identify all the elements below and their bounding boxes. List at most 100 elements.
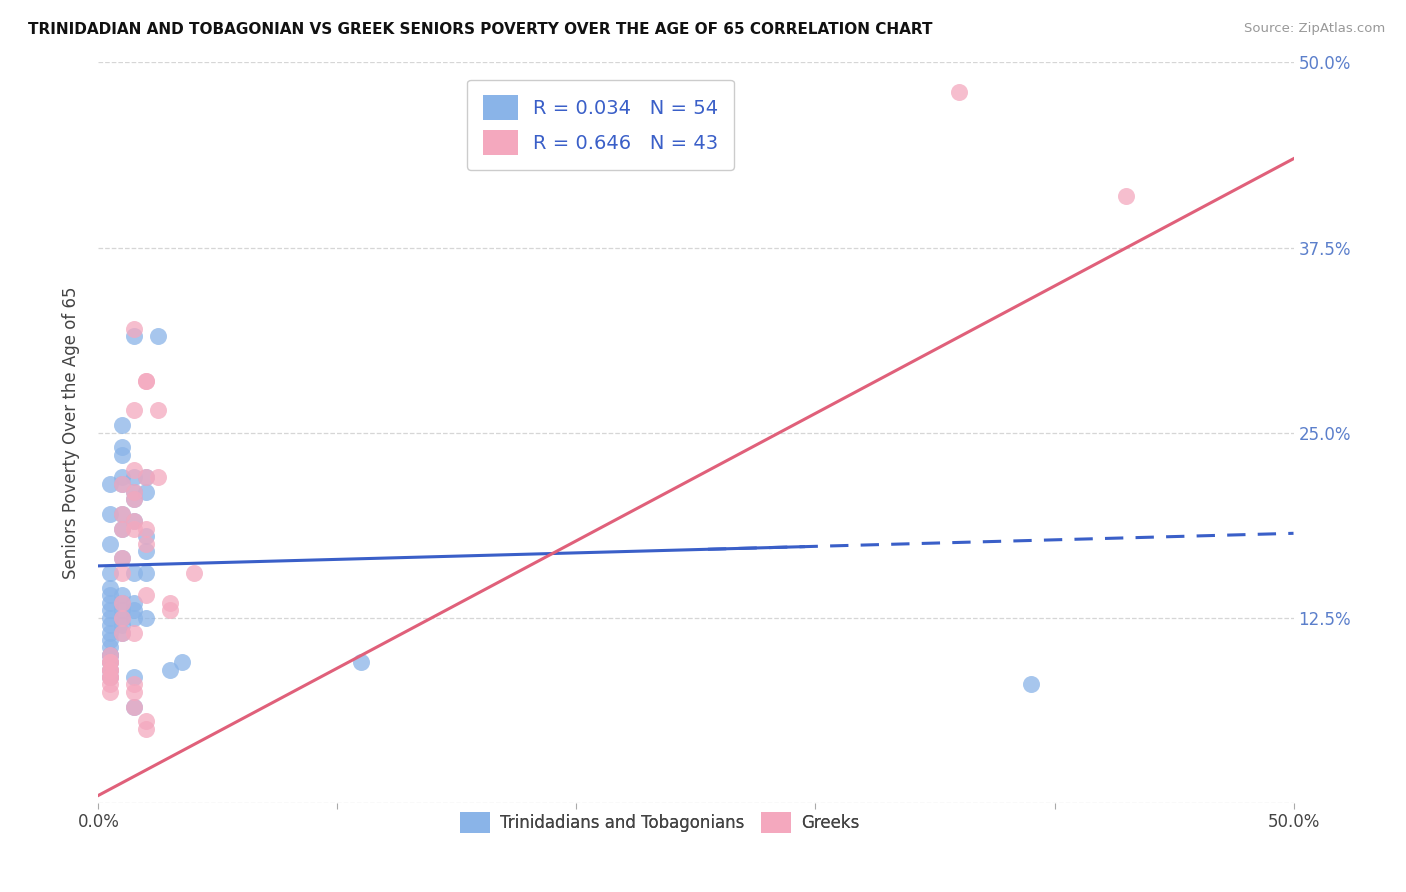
Point (111, 551, 134, 566)
Point (124, 603, 146, 617)
Point (1115, 188, 1137, 202)
Point (159, 663, 181, 677)
Point (98, 655, 122, 669)
Point (172, 655, 194, 669)
Point (98, 603, 122, 617)
Point (124, 670, 146, 684)
Point (111, 566, 134, 581)
Legend: Trinidadians and Tobagonians, Greeks: Trinidadians and Tobagonians, Greeks (447, 798, 873, 847)
Point (98, 640, 122, 655)
Point (98, 670, 122, 684)
Point (98, 663, 122, 677)
Point (135, 470, 157, 484)
Point (124, 610, 146, 624)
Point (135, 470, 157, 484)
Point (111, 625, 134, 640)
Point (111, 596, 134, 610)
Point (124, 699, 146, 714)
Point (135, 529, 157, 543)
Text: TRINIDADIAN AND TOBAGONIAN VS GREEK SENIORS POVERTY OVER THE AGE OF 65 CORRELATI: TRINIDADIAN AND TOBAGONIAN VS GREEK SENI… (28, 22, 932, 37)
Point (98, 648, 122, 662)
Point (111, 618, 134, 632)
Point (135, 522, 157, 536)
Point (98, 477, 122, 491)
Point (124, 462, 146, 476)
Point (124, 685, 146, 699)
Point (111, 441, 134, 455)
Point (98, 685, 122, 699)
Point (111, 610, 134, 624)
Point (124, 677, 146, 691)
Point (98, 536, 122, 550)
Point (124, 522, 146, 536)
Point (135, 374, 157, 388)
Point (98, 581, 122, 595)
Point (98, 663, 122, 677)
Point (124, 515, 146, 529)
Point (98, 618, 122, 632)
Point (111, 507, 134, 521)
Point (98, 670, 122, 684)
Point (135, 589, 157, 603)
Point (98, 610, 122, 624)
Point (124, 322, 146, 336)
Point (124, 403, 146, 417)
Point (111, 522, 134, 536)
Point (98, 596, 122, 610)
Point (111, 625, 134, 640)
Text: Source: ZipAtlas.com: Source: ZipAtlas.com (1244, 22, 1385, 36)
Point (948, 85, 970, 99)
Point (135, 714, 157, 729)
Point (124, 484, 146, 499)
Point (98, 648, 122, 662)
Point (98, 566, 122, 581)
Point (124, 492, 146, 507)
Point (124, 470, 146, 484)
Point (98, 632, 122, 647)
Point (124, 625, 146, 640)
Point (98, 507, 122, 521)
Point (98, 670, 122, 684)
Point (135, 374, 157, 388)
Point (98, 648, 122, 662)
Point (98, 655, 122, 669)
Point (98, 589, 122, 603)
Point (135, 544, 157, 558)
Point (111, 477, 134, 491)
Y-axis label: Seniors Poverty Over the Age of 65: Seniors Poverty Over the Age of 65 (62, 286, 80, 579)
Point (111, 448, 134, 462)
Point (124, 329, 146, 343)
Point (111, 470, 134, 484)
Point (350, 655, 373, 669)
Point (111, 522, 134, 536)
Point (183, 566, 205, 581)
Point (111, 477, 134, 491)
Point (111, 418, 134, 433)
Point (135, 536, 157, 550)
Point (148, 470, 170, 484)
Point (124, 492, 146, 507)
Point (111, 589, 134, 603)
Point (135, 566, 157, 581)
Point (124, 699, 146, 714)
Point (148, 329, 170, 343)
Point (124, 484, 146, 499)
Point (111, 551, 134, 566)
Point (98, 625, 122, 640)
Point (111, 596, 134, 610)
Point (159, 596, 181, 610)
Point (159, 603, 181, 617)
Point (135, 722, 157, 736)
Point (135, 484, 157, 499)
Point (148, 403, 170, 417)
Point (98, 677, 122, 691)
Point (135, 610, 157, 624)
Point (98, 663, 122, 677)
Point (124, 596, 146, 610)
Point (124, 566, 146, 581)
Point (111, 507, 134, 521)
Point (111, 603, 134, 617)
Point (124, 515, 146, 529)
Point (1019, 677, 1042, 691)
Point (98, 655, 122, 669)
